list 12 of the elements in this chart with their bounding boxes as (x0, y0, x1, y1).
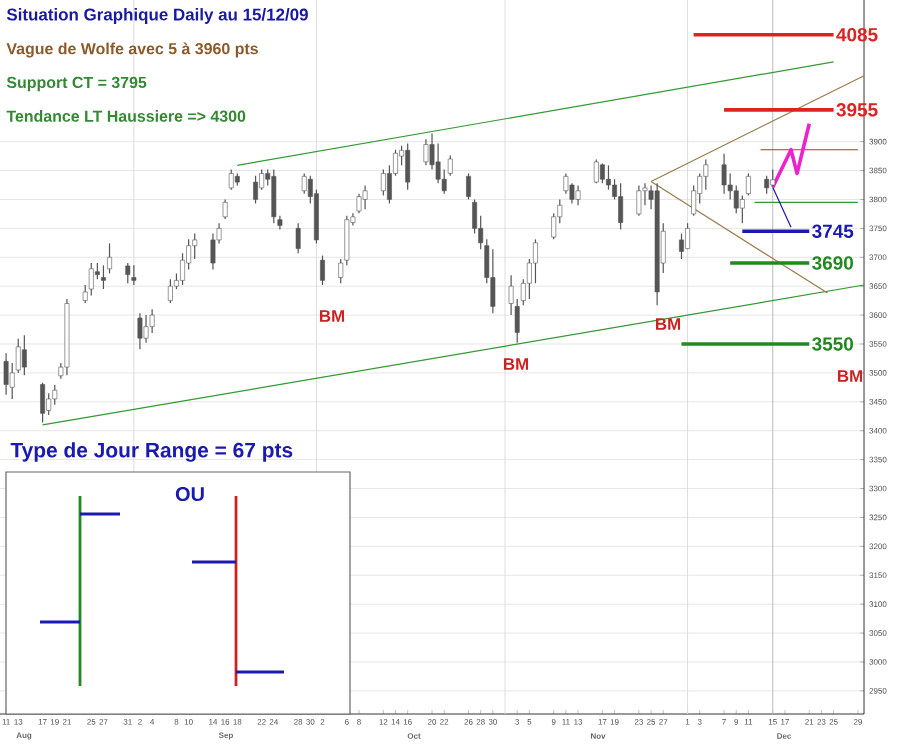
annotation: OU (175, 486, 204, 502)
annotation: BM (503, 358, 529, 370)
series-label: 3690 (812, 256, 853, 270)
series-label: 3955 (836, 103, 878, 117)
annotation: Type de Jour Range = 67 pts (10, 442, 293, 462)
series-label: 3550 (812, 337, 853, 351)
chart-title: Situation Graphique Daily au 15/12/09 (6, 8, 308, 24)
annotation: BM (655, 318, 681, 330)
annotation: BM (319, 310, 345, 322)
series-label: 4085 (836, 27, 878, 42)
series-label: 3745 (812, 224, 854, 238)
annotation: BM (837, 370, 863, 382)
